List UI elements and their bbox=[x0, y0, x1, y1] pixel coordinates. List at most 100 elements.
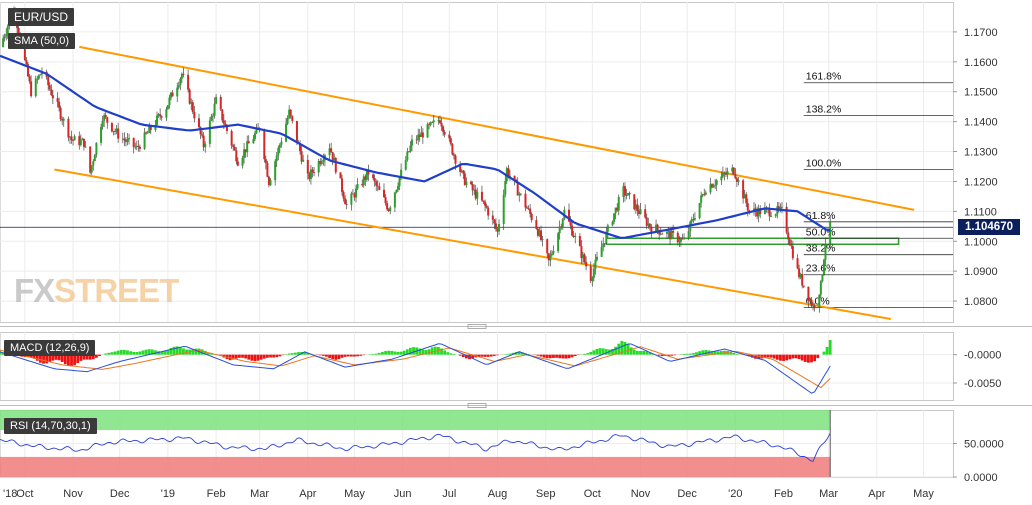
candle-body bbox=[748, 210, 751, 212]
candle-body bbox=[603, 243, 606, 244]
candle bbox=[180, 72, 183, 83]
candle-body bbox=[2, 38, 5, 47]
candle bbox=[606, 223, 609, 238]
candle-body bbox=[364, 176, 367, 180]
candle-body bbox=[115, 128, 118, 132]
candle bbox=[756, 206, 759, 220]
candle-body bbox=[180, 73, 183, 79]
candle bbox=[233, 143, 236, 151]
candle-body bbox=[5, 33, 8, 37]
candle-body bbox=[56, 98, 59, 102]
y-tick-label: 1.0900 bbox=[964, 266, 998, 278]
candle-body bbox=[308, 173, 311, 179]
candle-body bbox=[470, 181, 473, 185]
candle-body bbox=[255, 127, 258, 134]
candle bbox=[431, 121, 434, 124]
candle bbox=[213, 97, 216, 119]
candle bbox=[617, 194, 620, 216]
candle bbox=[30, 75, 33, 98]
candle-body bbox=[204, 143, 207, 148]
candle-body bbox=[799, 273, 802, 278]
candle bbox=[263, 128, 266, 163]
candle bbox=[518, 191, 521, 202]
candle bbox=[387, 208, 390, 213]
candle bbox=[299, 140, 302, 155]
candle bbox=[516, 177, 519, 196]
candle-body bbox=[493, 219, 496, 224]
macd-histogram-bar bbox=[35, 354, 39, 361]
macd-histogram-bar bbox=[757, 354, 761, 360]
macd-histogram-bar bbox=[561, 354, 565, 359]
candle-body bbox=[746, 203, 749, 211]
macd-histogram-bar bbox=[636, 350, 639, 355]
candle bbox=[482, 200, 485, 204]
candle bbox=[386, 200, 389, 211]
candle bbox=[334, 156, 337, 175]
candle bbox=[735, 177, 738, 187]
candle-body bbox=[222, 120, 225, 124]
candle-body bbox=[168, 97, 171, 106]
candle-body bbox=[529, 208, 532, 214]
macd-histogram-bar bbox=[558, 354, 562, 359]
candle bbox=[745, 191, 748, 207]
candle-body bbox=[442, 126, 445, 132]
candle bbox=[801, 268, 804, 289]
macd-histogram-bar bbox=[828, 340, 832, 355]
candle bbox=[121, 132, 124, 144]
macd-histogram-bar bbox=[564, 354, 568, 359]
candle-body bbox=[617, 196, 620, 211]
rsi-oversold-zone bbox=[0, 456, 831, 477]
macd-histogram-bar bbox=[331, 354, 335, 360]
candle bbox=[322, 153, 325, 166]
macd-histogram-bar bbox=[175, 346, 179, 355]
macd-histogram-bar bbox=[144, 349, 148, 355]
candle bbox=[726, 167, 729, 180]
candle bbox=[704, 190, 707, 196]
candle bbox=[243, 142, 246, 164]
candle-body bbox=[647, 223, 650, 226]
macd-histogram-bar bbox=[704, 350, 708, 355]
candle bbox=[365, 170, 368, 182]
candle-body bbox=[30, 81, 33, 97]
macd-histogram-bar bbox=[163, 351, 167, 355]
price-candles bbox=[2, 6, 832, 313]
macd-histogram-bar bbox=[766, 354, 770, 358]
candle-body bbox=[193, 112, 196, 119]
candle-body bbox=[123, 138, 126, 141]
candle-body bbox=[376, 185, 379, 187]
candle-body bbox=[656, 224, 659, 231]
candle-body bbox=[182, 73, 185, 75]
macd-histogram-bar bbox=[0, 351, 2, 355]
candle-body bbox=[421, 132, 424, 138]
candle bbox=[134, 142, 137, 150]
candle bbox=[267, 175, 270, 188]
macd-histogram-bar bbox=[39, 354, 42, 363]
macd-histogram-bar bbox=[433, 346, 437, 355]
candle-body bbox=[808, 299, 811, 302]
macd-histogram-bar bbox=[203, 350, 207, 355]
candle-body bbox=[398, 177, 401, 187]
macd-histogram-bar bbox=[377, 352, 381, 355]
macd-histogram-bar bbox=[673, 354, 677, 356]
candle-body bbox=[720, 176, 723, 181]
candle-body bbox=[580, 246, 583, 259]
candle-body bbox=[474, 189, 477, 199]
sma-label: SMA (50,0) bbox=[8, 33, 76, 49]
candle-body bbox=[148, 126, 151, 133]
candle-body bbox=[645, 217, 648, 226]
candle-body bbox=[571, 225, 574, 236]
macd-histogram-bar bbox=[772, 354, 776, 359]
candle bbox=[715, 178, 718, 191]
candle-body bbox=[146, 132, 149, 134]
candle-body bbox=[58, 101, 61, 108]
candle-body bbox=[241, 157, 244, 166]
candle-body bbox=[665, 231, 668, 234]
candle bbox=[309, 164, 312, 185]
candle-body bbox=[48, 85, 51, 90]
candle bbox=[331, 151, 334, 166]
candle-body bbox=[480, 191, 483, 201]
candle bbox=[549, 250, 552, 267]
candle bbox=[583, 252, 586, 264]
candle-body bbox=[81, 138, 84, 141]
candle-body bbox=[406, 151, 409, 161]
